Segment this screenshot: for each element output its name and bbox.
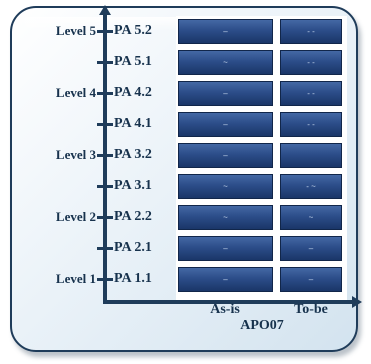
- process-attribute-label: PA 4.2: [114, 85, 152, 100]
- capability-level-label: Level 5: [55, 23, 96, 38]
- as-is-rating-cell: ~: [178, 174, 273, 199]
- capability-level-label: Level 2: [55, 209, 96, 224]
- as-is-rating-cell: –: [178, 143, 273, 168]
- as-is-rating-cell: –: [178, 112, 273, 137]
- as-is-rating-cell: –: [178, 19, 273, 44]
- axis-tick: [97, 247, 113, 250]
- as-is-rating-cell: ~: [178, 205, 273, 230]
- to-be-rating-cell: - ~: [280, 174, 342, 199]
- axis-tick: [97, 30, 113, 33]
- process-attribute-label: PA 4.1: [114, 116, 152, 131]
- axis-tick: [97, 92, 113, 95]
- as-is-rating-cell: –: [178, 236, 273, 261]
- x-axis-arrow: [103, 296, 362, 308]
- axis-tick: [97, 216, 113, 219]
- process-attribute-label: PA 5.1: [114, 54, 152, 69]
- capability-level-label: Level 4: [55, 85, 96, 100]
- axis-tick: [97, 154, 113, 157]
- process-attribute-label: PA 1.1: [114, 271, 152, 286]
- as-is-rating-cell: –: [178, 81, 273, 106]
- to-be-rating-cell: - -: [280, 81, 342, 106]
- process-attribute-label: PA 5.2: [114, 23, 152, 38]
- axis-tick: [97, 61, 113, 64]
- capability-level-label: Level 1: [55, 271, 96, 286]
- to-be-rating-cell: ~: [280, 205, 342, 230]
- axis-tick: [97, 123, 113, 126]
- capability-level-label: Level 3: [55, 147, 96, 162]
- to-be-rating-cell: - -: [280, 50, 342, 75]
- process-attribute-label: PA 2.1: [114, 240, 152, 255]
- process-attribute-label: PA 2.2: [114, 209, 152, 224]
- to-be-rating-cell: - -: [280, 112, 342, 137]
- to-be-rating-cell: [280, 143, 342, 168]
- process-label: APO07: [240, 318, 284, 333]
- process-attribute-label: PA 3.1: [114, 178, 152, 193]
- x-category-to-be: To-be: [294, 302, 328, 317]
- x-category-as-is: As-is: [210, 302, 240, 317]
- axis-tick: [97, 278, 113, 281]
- to-be-rating-cell: - -: [280, 19, 342, 44]
- process-attribute-label: PA 3.2: [114, 147, 152, 162]
- to-be-rating-cell: –: [280, 267, 342, 292]
- axis-tick: [97, 185, 113, 188]
- as-is-rating-cell: ~: [178, 50, 273, 75]
- to-be-rating-cell: –: [280, 236, 342, 261]
- as-is-rating-cell: –: [178, 267, 273, 292]
- y-axis-arrow: [99, 5, 111, 304]
